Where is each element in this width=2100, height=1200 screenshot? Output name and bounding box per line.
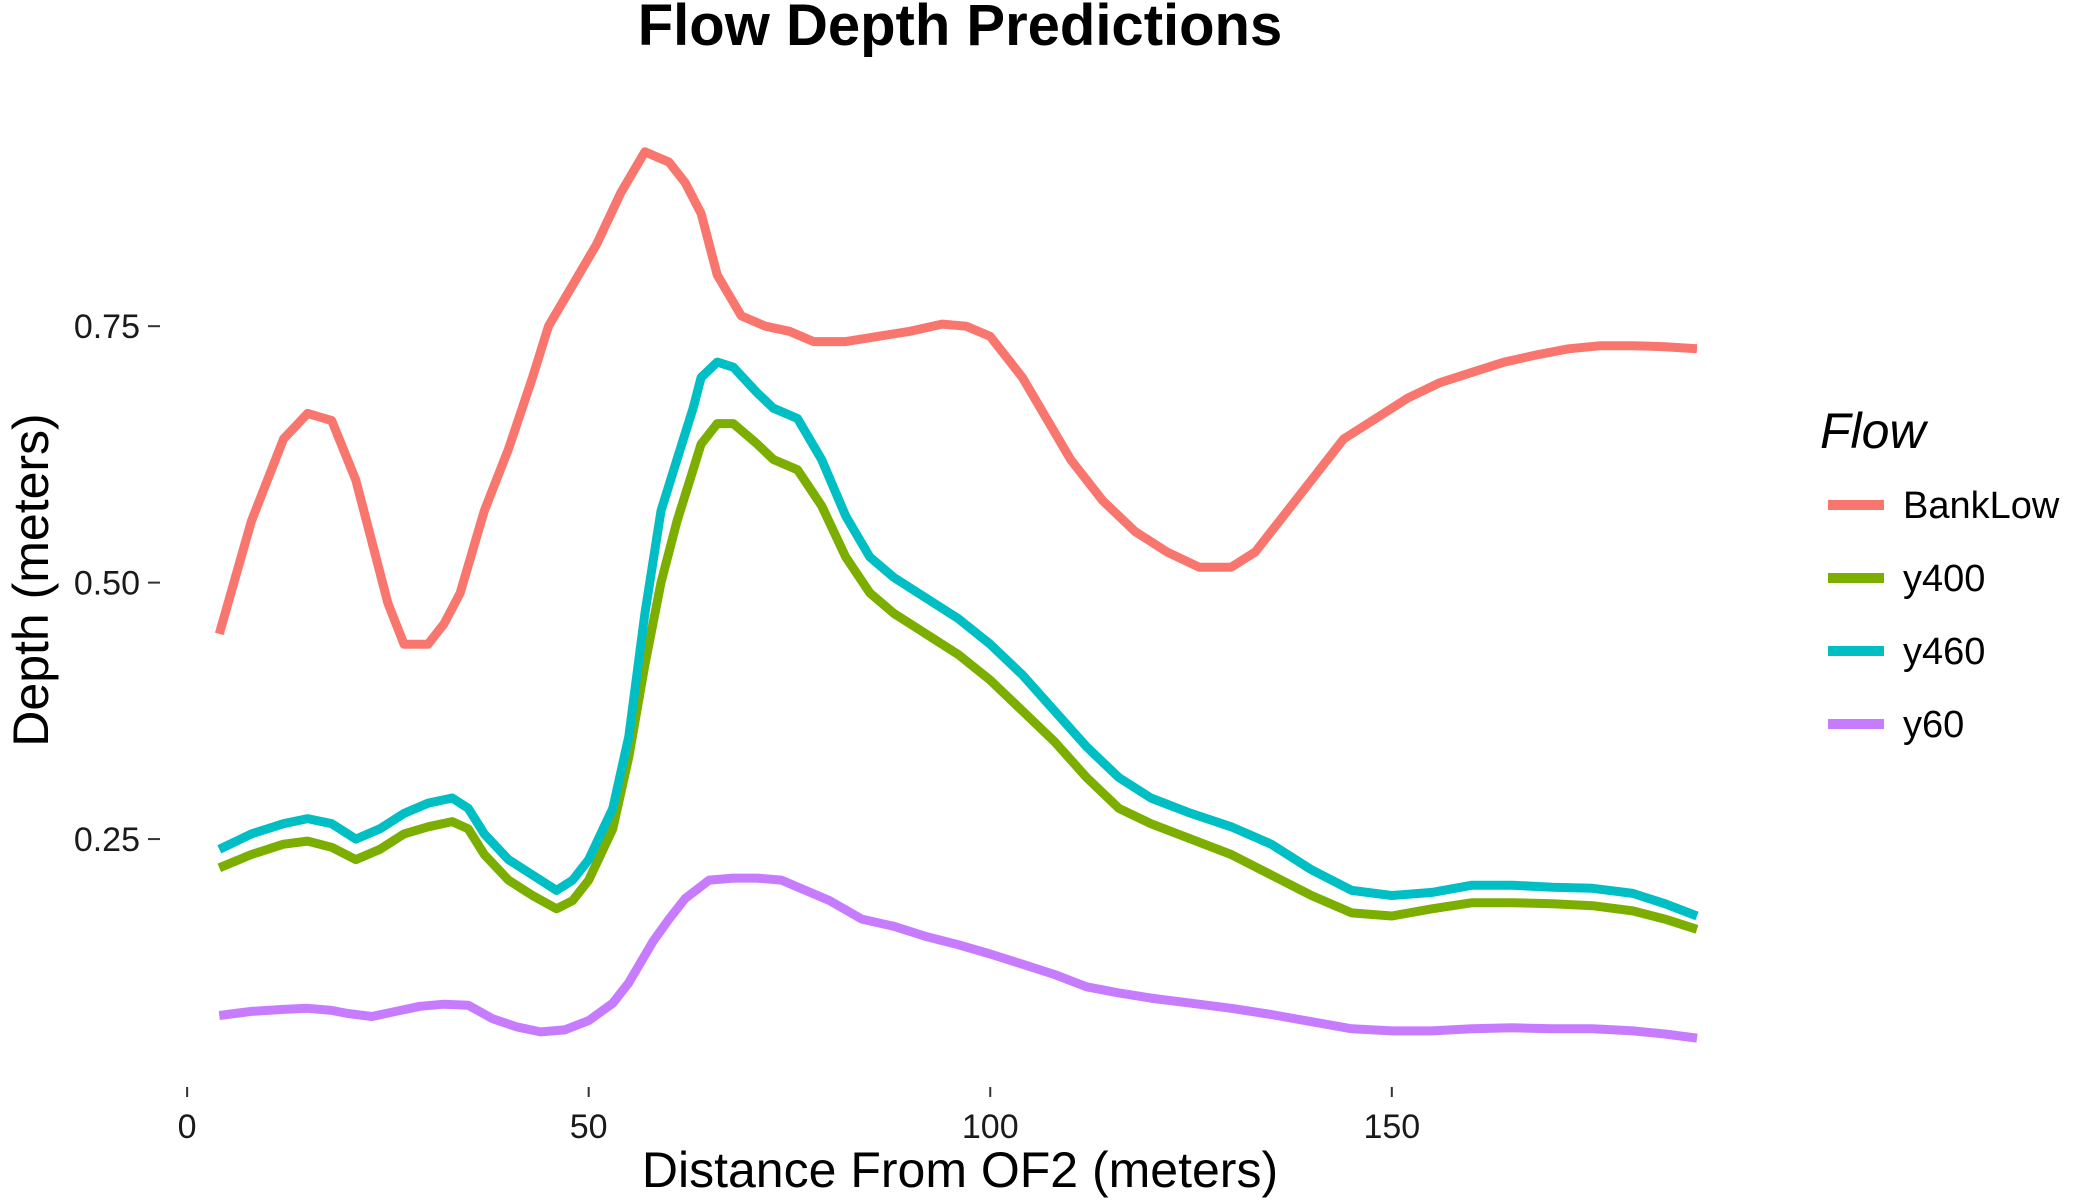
series-line-banklow	[214, 147, 1698, 649]
y-tick-label: 0.75	[74, 308, 140, 346]
plot-area	[214, 147, 1699, 1043]
y-tick-label: 0.25	[74, 821, 140, 859]
axes: 0 50 100 150 0.25 0.50 0.75	[74, 308, 1420, 1146]
chart-title: Flow Depth Predictions	[638, 0, 1283, 58]
legend-label-y400: y400	[1903, 558, 1985, 600]
legend-label-y460: y460	[1903, 631, 1985, 673]
x-tick-label: 100	[962, 1108, 1019, 1146]
series-line-y400	[217, 419, 1699, 934]
legend: Flow BankLow y400 y460 y60	[1820, 403, 2060, 746]
x-tick-label: 150	[1363, 1108, 1420, 1146]
y-axis-title: Depth (meters)	[3, 413, 59, 746]
x-tick-label: 0	[178, 1108, 197, 1146]
legend-label-banklow: BankLow	[1903, 485, 2060, 527]
x-axis-title: Distance From OF2 (meters)	[642, 1142, 1278, 1198]
series-line-y460	[217, 357, 1699, 921]
x-tick-label: 50	[570, 1108, 608, 1146]
legend-title: Flow	[1820, 403, 1928, 459]
legend-label-y60: y60	[1903, 704, 1964, 746]
series-line-y60	[218, 873, 1698, 1043]
y-tick-label: 0.50	[74, 565, 140, 603]
